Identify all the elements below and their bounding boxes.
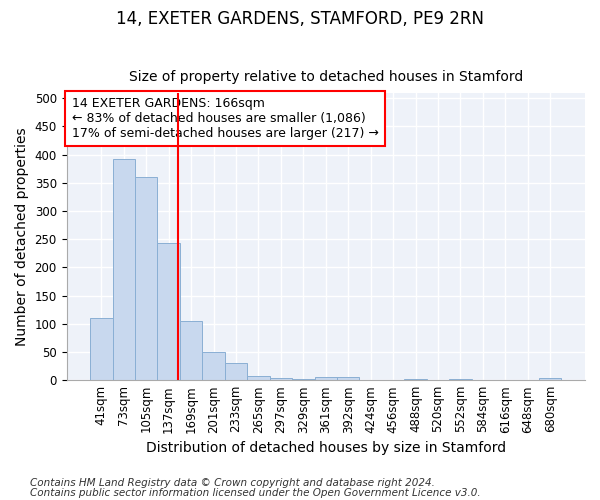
Bar: [157, 243, 180, 380]
Bar: [135, 177, 157, 380]
Bar: [404, 379, 427, 380]
Text: Contains HM Land Registry data © Crown copyright and database right 2024.: Contains HM Land Registry data © Crown c…: [30, 478, 435, 488]
Bar: [180, 321, 202, 380]
Bar: [292, 379, 314, 380]
Title: Size of property relative to detached houses in Stamford: Size of property relative to detached ho…: [128, 70, 523, 85]
Y-axis label: Number of detached properties: Number of detached properties: [15, 127, 29, 346]
Bar: [90, 318, 113, 380]
Bar: [449, 379, 472, 380]
Bar: [539, 378, 562, 380]
Bar: [314, 377, 337, 380]
X-axis label: Distribution of detached houses by size in Stamford: Distribution of detached houses by size …: [146, 441, 506, 455]
Bar: [202, 352, 225, 380]
Bar: [225, 364, 247, 380]
Text: 14, EXETER GARDENS, STAMFORD, PE9 2RN: 14, EXETER GARDENS, STAMFORD, PE9 2RN: [116, 10, 484, 28]
Bar: [269, 378, 292, 380]
Bar: [337, 377, 359, 380]
Bar: [247, 376, 269, 380]
Text: 14 EXETER GARDENS: 166sqm
← 83% of detached houses are smaller (1,086)
17% of se: 14 EXETER GARDENS: 166sqm ← 83% of detac…: [72, 97, 379, 140]
Text: Contains public sector information licensed under the Open Government Licence v3: Contains public sector information licen…: [30, 488, 481, 498]
Bar: [113, 158, 135, 380]
